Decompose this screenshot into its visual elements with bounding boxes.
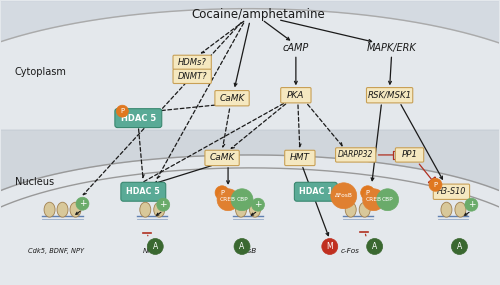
FancyBboxPatch shape (115, 109, 162, 128)
Circle shape (157, 198, 170, 211)
Circle shape (231, 189, 253, 211)
Text: c-Fos: c-Fos (340, 249, 359, 255)
Text: P: P (220, 190, 224, 196)
FancyBboxPatch shape (215, 91, 249, 106)
Circle shape (331, 183, 356, 209)
Circle shape (429, 178, 442, 191)
FancyBboxPatch shape (336, 148, 376, 162)
Text: P: P (366, 190, 370, 196)
Text: M: M (326, 242, 333, 251)
Circle shape (76, 197, 89, 210)
FancyBboxPatch shape (173, 69, 212, 84)
Circle shape (366, 239, 382, 255)
Text: NK1R: NK1R (142, 249, 162, 255)
FancyBboxPatch shape (173, 55, 212, 70)
Ellipse shape (455, 202, 466, 217)
Circle shape (252, 198, 264, 211)
FancyBboxPatch shape (366, 87, 412, 103)
Text: CaMK: CaMK (220, 94, 244, 103)
Text: A: A (372, 242, 378, 251)
Ellipse shape (57, 202, 68, 217)
Text: A: A (152, 242, 158, 251)
FancyBboxPatch shape (396, 148, 423, 162)
Text: +: + (160, 200, 167, 209)
FancyBboxPatch shape (294, 182, 338, 201)
Text: P: P (434, 182, 438, 188)
Circle shape (452, 239, 468, 255)
Text: DNMT?: DNMT? (178, 72, 207, 81)
Text: +: + (468, 200, 475, 209)
Ellipse shape (236, 202, 246, 217)
Text: MAPK/ERK: MAPK/ERK (366, 43, 416, 54)
Text: PKA: PKA (287, 91, 304, 100)
Text: RSK/MSK1: RSK/MSK1 (368, 91, 412, 100)
Text: Cdk5, BDNF, NPY: Cdk5, BDNF, NPY (28, 249, 84, 255)
FancyBboxPatch shape (280, 87, 311, 103)
Ellipse shape (250, 202, 260, 217)
Text: DARPP32: DARPP32 (338, 150, 374, 159)
FancyBboxPatch shape (121, 182, 166, 201)
Circle shape (116, 105, 128, 117)
Ellipse shape (345, 202, 356, 217)
Text: FosB: FosB (240, 249, 256, 255)
Text: H3-S10: H3-S10 (437, 187, 466, 196)
Text: CBP: CBP (382, 197, 394, 202)
Ellipse shape (359, 202, 370, 217)
Ellipse shape (154, 202, 164, 217)
Circle shape (376, 189, 398, 211)
Text: CBP: CBP (236, 197, 248, 202)
Ellipse shape (44, 202, 55, 217)
Text: P: P (120, 108, 124, 114)
Text: +: + (254, 200, 262, 209)
Text: cAMP: cAMP (282, 43, 309, 54)
Text: CaMK: CaMK (210, 153, 235, 162)
Text: Cytoplasm: Cytoplasm (14, 67, 66, 77)
Text: A: A (240, 242, 244, 251)
Circle shape (217, 189, 239, 211)
Text: A: A (457, 242, 462, 251)
Text: HDAC 5: HDAC 5 (120, 114, 156, 123)
Circle shape (215, 186, 229, 200)
Circle shape (465, 198, 478, 211)
FancyBboxPatch shape (284, 150, 315, 166)
Circle shape (360, 186, 374, 200)
Text: HDAC 1: HDAC 1 (299, 187, 332, 196)
Circle shape (234, 239, 250, 255)
FancyBboxPatch shape (205, 150, 239, 166)
Ellipse shape (70, 202, 81, 217)
Text: CREB: CREB (366, 197, 382, 202)
Text: CREB: CREB (220, 197, 236, 202)
Text: Cocaine/amphetamine: Cocaine/amphetamine (191, 8, 325, 21)
Ellipse shape (140, 202, 151, 217)
Text: Nucleus: Nucleus (14, 177, 54, 187)
Circle shape (322, 239, 338, 255)
Text: PP1: PP1 (402, 150, 417, 159)
Text: HDMs?: HDMs? (178, 58, 206, 67)
Text: HMT: HMT (290, 153, 310, 162)
Circle shape (362, 189, 384, 211)
Ellipse shape (441, 202, 452, 217)
FancyBboxPatch shape (434, 184, 470, 200)
Text: +: + (78, 199, 86, 208)
Circle shape (148, 239, 163, 255)
Text: ΔFosB: ΔFosB (335, 193, 352, 198)
Text: HDAC 5: HDAC 5 (126, 187, 160, 196)
